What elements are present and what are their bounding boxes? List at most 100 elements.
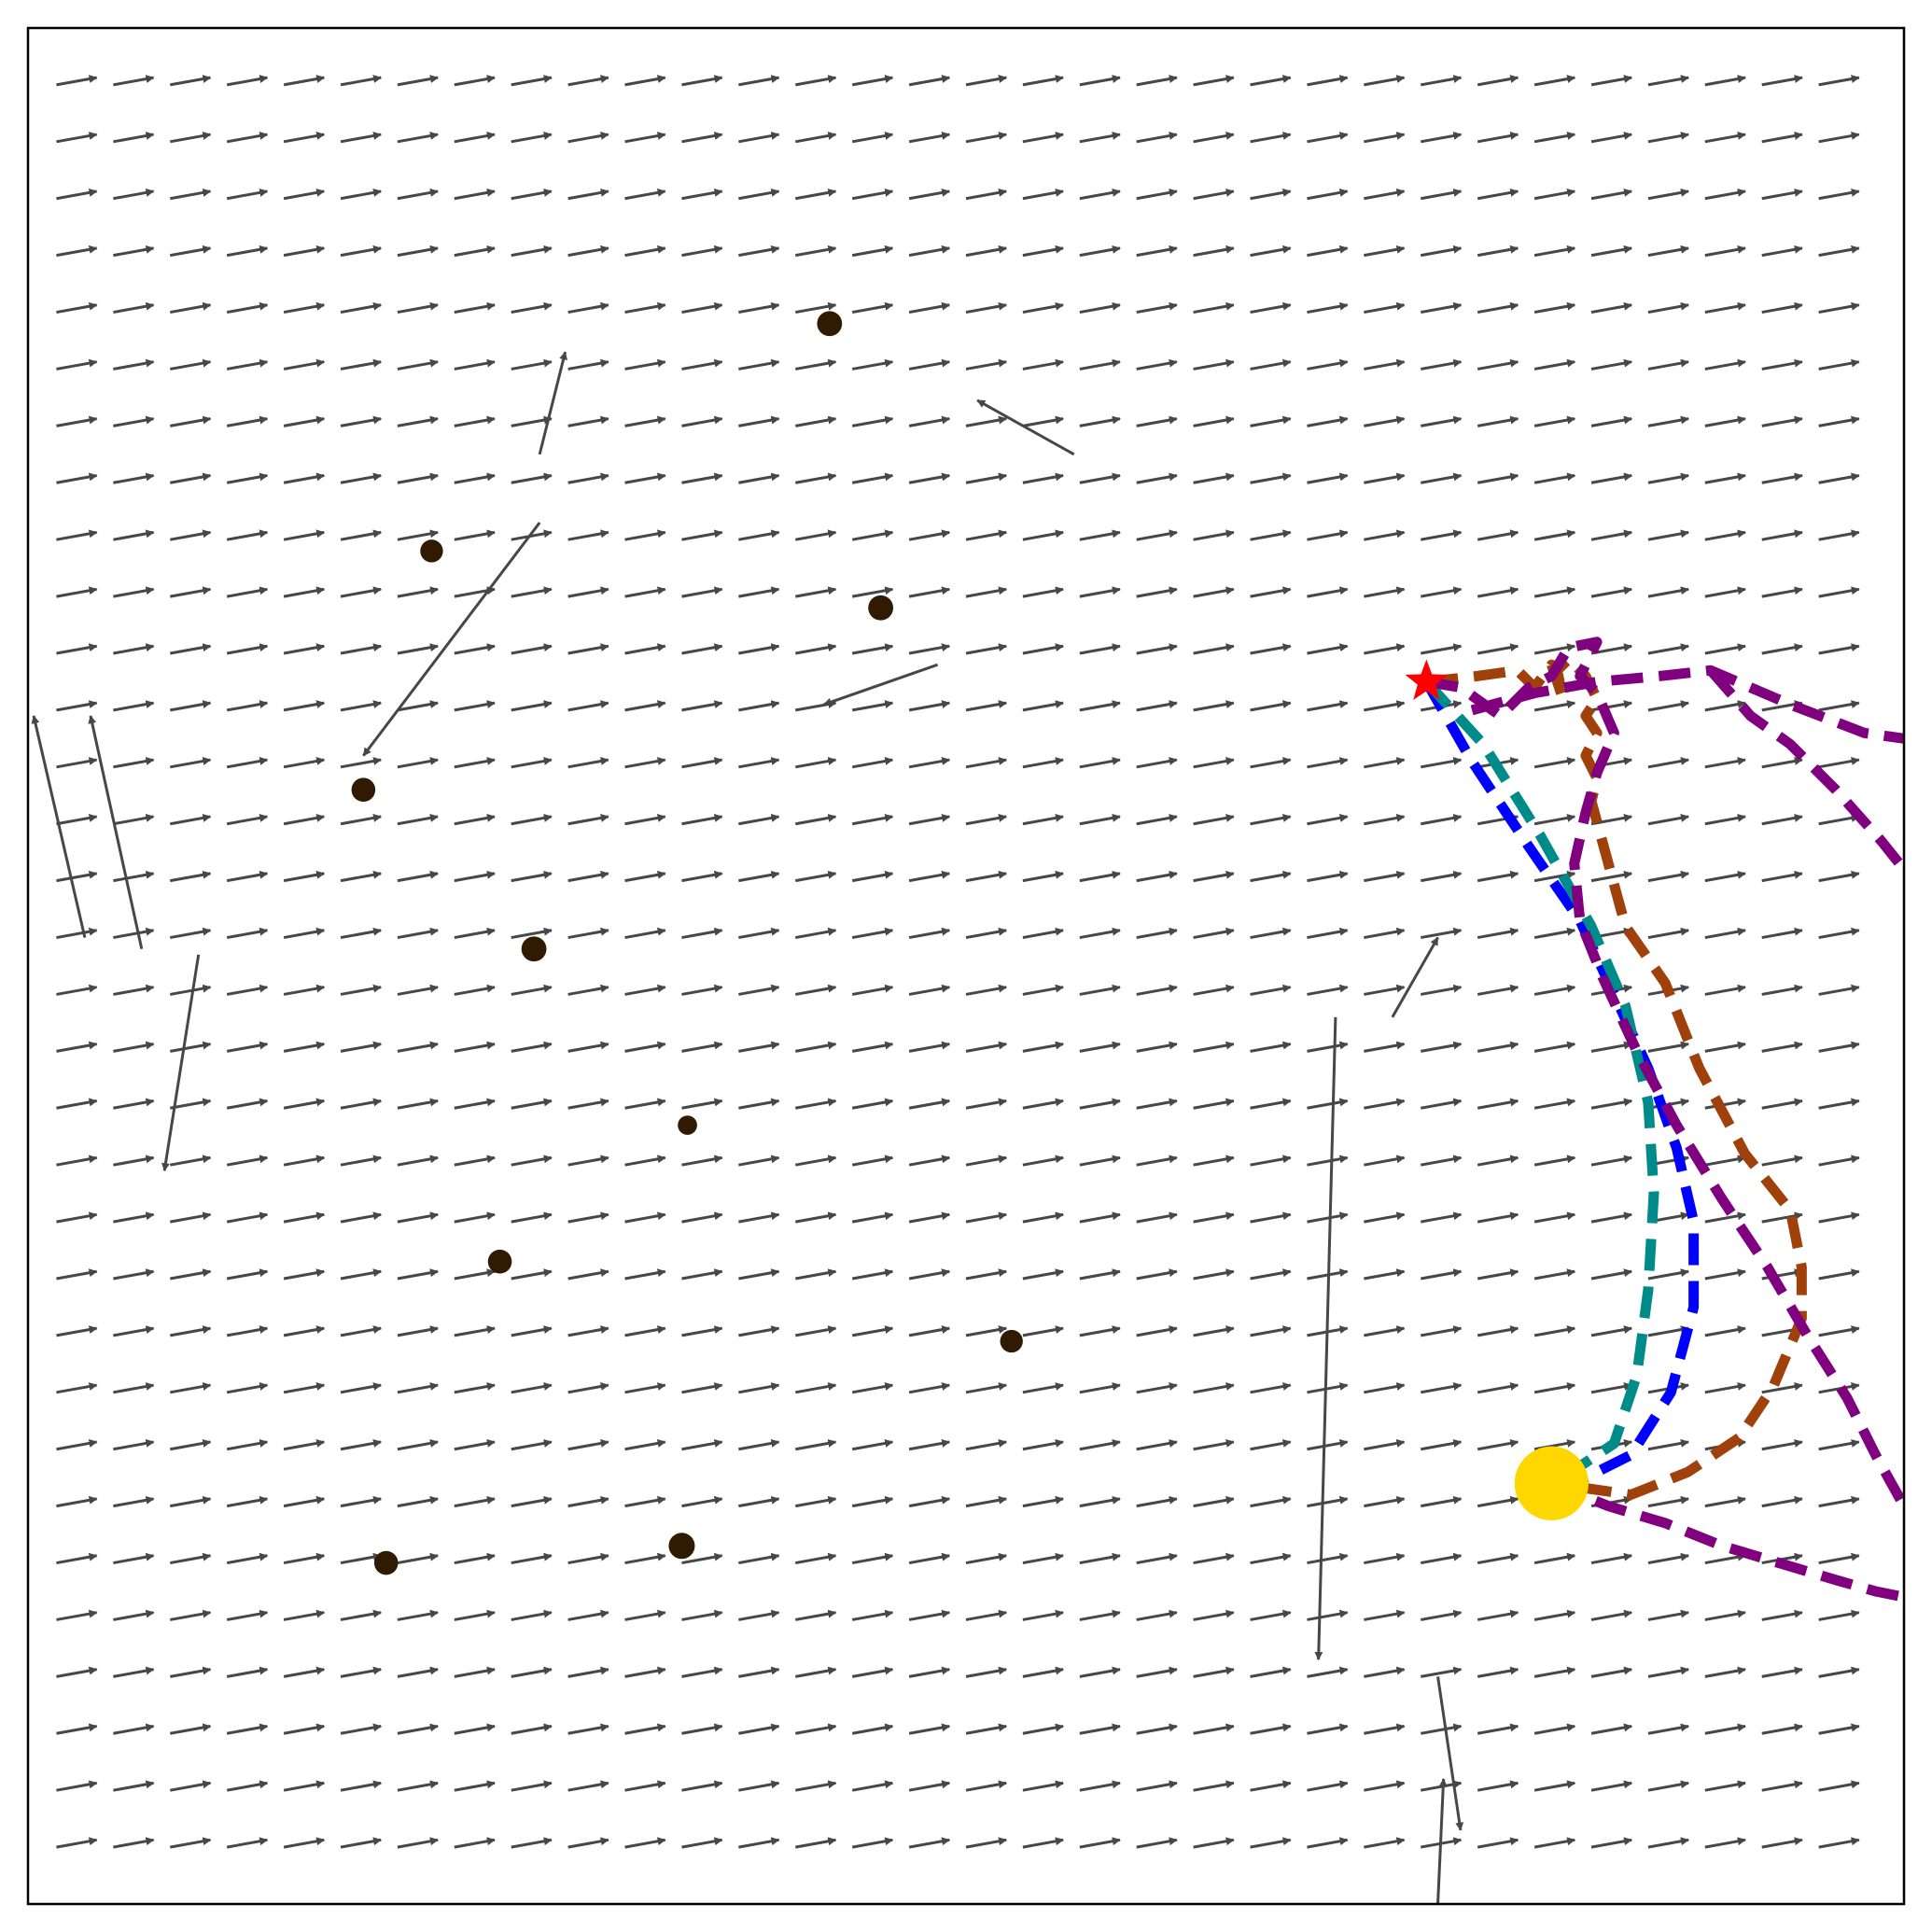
field-arrow (1761, 1098, 1803, 1110)
field-arrow (681, 1666, 723, 1678)
field-arrow (454, 1211, 496, 1224)
field-arrow (1533, 1155, 1576, 1167)
field-arrow (1193, 529, 1235, 541)
obstacle-point (373, 1550, 399, 1575)
field-arrow (1136, 75, 1178, 87)
field-arrow (1647, 1780, 1689, 1792)
field-arrow (965, 586, 1008, 598)
field-arrow (511, 813, 553, 826)
field-arrow (1533, 1268, 1576, 1281)
field-arrow (908, 1495, 951, 1508)
field-arrow (340, 529, 383, 541)
field-arrow (1193, 927, 1235, 940)
field-arrow (567, 358, 609, 371)
field-arrow (1307, 529, 1349, 541)
field-arrow (1364, 1098, 1406, 1110)
field-arrow (56, 870, 98, 883)
field-arrow (965, 1382, 1008, 1394)
field-arrow (1079, 870, 1121, 883)
field-arrow (795, 757, 837, 769)
field-arrow (226, 1438, 269, 1451)
field-arrow (1136, 757, 1178, 769)
field-arrow (567, 1609, 609, 1621)
field-arrow (340, 1609, 383, 1621)
goal-marker (1514, 1446, 1589, 1520)
field-arrow (1533, 984, 1576, 996)
field-arrow (1193, 1666, 1235, 1678)
field-arrow (113, 529, 155, 541)
field-arrow (1761, 1837, 1803, 1849)
field-arrow (795, 870, 837, 883)
field-arrow (851, 1495, 894, 1508)
field-arrow (1364, 1723, 1406, 1735)
field-arrow (511, 245, 553, 258)
field-arrow (1533, 757, 1576, 769)
field-arrow (511, 472, 553, 484)
field-arrow (397, 1666, 439, 1678)
field-arrow (1022, 1723, 1064, 1735)
field-arrow (1193, 1041, 1235, 1053)
field-arrow (1193, 1325, 1235, 1337)
field-arrow (1364, 1041, 1406, 1053)
field-arrow (397, 586, 439, 598)
field-arrow (56, 927, 98, 940)
field-arrow (624, 1723, 666, 1735)
field-arrow (795, 1666, 837, 1678)
field-arrow (454, 245, 496, 258)
field-arrow (1704, 700, 1746, 712)
field-arrow (1704, 358, 1746, 371)
field-arrow (1079, 1438, 1121, 1451)
field-arrow (1250, 75, 1292, 87)
field-arrow (56, 415, 98, 427)
field-arrow (1818, 188, 1860, 201)
field-arrow (1533, 1666, 1576, 1678)
field-arrow (1136, 1041, 1178, 1053)
field-arrow (795, 188, 837, 201)
trajectory-line (1706, 666, 1909, 873)
field-arrow (1477, 1268, 1519, 1281)
field-arrow (908, 757, 951, 769)
field-arrow (795, 245, 837, 258)
field-arrow (1704, 1609, 1746, 1621)
field-arrow (1364, 472, 1406, 484)
field-arrow (1421, 1438, 1463, 1451)
field-arrow (1590, 1552, 1633, 1565)
field-arrow (681, 586, 723, 598)
field-arrow (56, 75, 98, 87)
field-arrow (170, 1438, 212, 1451)
field-arrow (1818, 1098, 1860, 1110)
field-arrow (1761, 529, 1803, 541)
field-arrow (1704, 1780, 1746, 1792)
field-arrow (1307, 1552, 1349, 1565)
field-arrow (1647, 757, 1689, 769)
field-arrow (454, 757, 496, 769)
field-arrow (1307, 1211, 1349, 1224)
field-arrow (1136, 870, 1178, 883)
field-arrow (851, 984, 894, 996)
vector-field (31, 75, 1860, 1905)
field-arrow (1307, 75, 1349, 87)
field-arrow (340, 643, 383, 655)
field-arrow (170, 870, 212, 883)
field-arrow (1136, 415, 1178, 427)
field-arrow (113, 1723, 155, 1735)
field-arrow (624, 1211, 666, 1224)
field-arrow (1193, 813, 1235, 826)
field-arrow (681, 1041, 723, 1053)
field-arrow (908, 1837, 951, 1849)
field-arrow (1533, 245, 1576, 258)
field-arrow (283, 358, 326, 371)
field-arrow (624, 415, 666, 427)
field-arrow (1647, 472, 1689, 484)
field-arrow (56, 301, 98, 315)
field-arrow (1307, 1041, 1349, 1053)
field-arrow (1704, 472, 1746, 484)
field-arrow (624, 1325, 666, 1337)
field-arrow (397, 1438, 439, 1451)
field-arrow (1818, 1211, 1860, 1224)
field-arrow (113, 1609, 155, 1621)
field-arrow (56, 529, 98, 541)
field-arrow (567, 927, 609, 940)
field-arrow (113, 1268, 155, 1281)
field-arrow (1079, 1837, 1121, 1849)
